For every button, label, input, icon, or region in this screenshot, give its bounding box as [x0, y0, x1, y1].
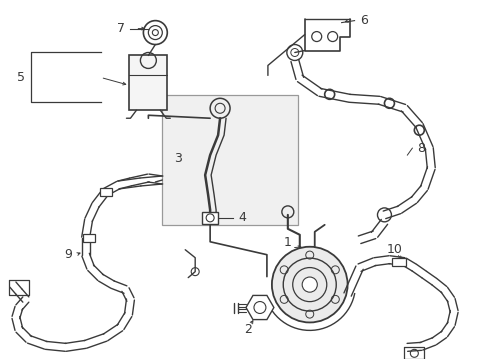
Circle shape — [271, 247, 347, 323]
Polygon shape — [245, 296, 273, 320]
Text: 3: 3 — [174, 152, 182, 165]
Text: 1: 1 — [284, 236, 291, 249]
Bar — [82, 234, 94, 242]
Bar — [129, 55, 167, 110]
Bar — [162, 95, 297, 225]
Text: 9: 9 — [64, 248, 73, 261]
Text: 6: 6 — [360, 14, 368, 27]
Text: 8: 8 — [416, 141, 425, 155]
Bar — [100, 188, 111, 196]
Circle shape — [302, 277, 317, 292]
Text: 4: 4 — [238, 211, 245, 224]
Text: 5: 5 — [17, 71, 25, 84]
Text: 7: 7 — [117, 22, 125, 35]
Bar — [202, 212, 218, 224]
Text: 10: 10 — [386, 243, 402, 256]
Text: 2: 2 — [244, 323, 251, 336]
Bar — [392, 258, 406, 266]
